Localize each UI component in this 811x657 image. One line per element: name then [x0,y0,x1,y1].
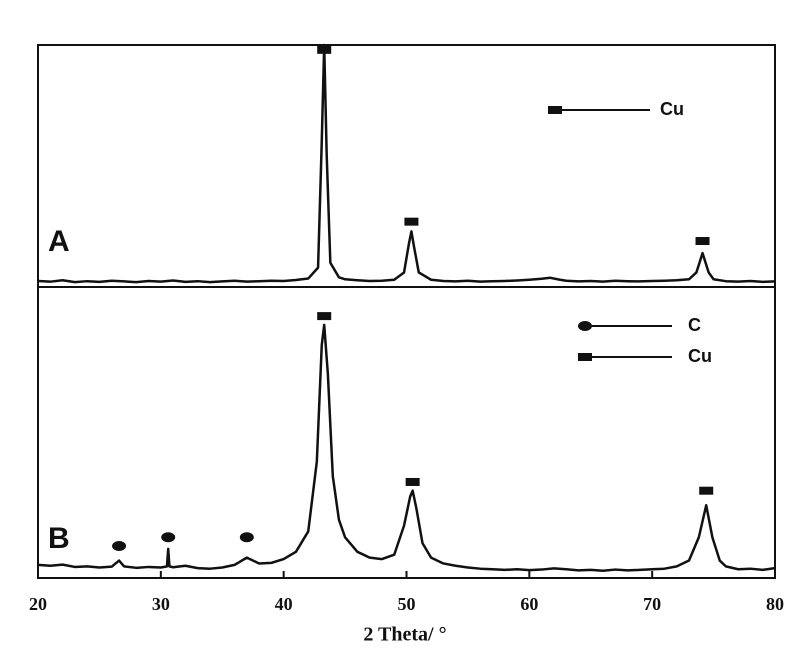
x-tick-label: 80 [766,594,784,614]
peak-marker [404,217,419,226]
legend-symbol [578,353,592,361]
panel-label: A [48,225,70,258]
x-tick-label: 50 [398,594,416,614]
peak-marker [317,312,332,321]
x-tick-label: 70 [643,594,661,614]
legend-label: C [688,315,701,335]
x-tick-label: 40 [275,594,293,614]
peak-marker [161,532,176,543]
peak-marker [699,486,714,495]
xrd-curve [37,323,776,572]
legend-label: Cu [660,99,684,119]
xrd-curve [37,43,776,284]
legend-symbol [578,321,592,331]
plot-frame [37,44,776,579]
peak-marker [317,45,332,54]
panel-label: B [48,522,70,555]
peak-marker [695,237,710,246]
x-axis-label: 2 Theta/ ° [363,624,446,646]
peak-marker [112,540,127,551]
legend-symbol [548,106,562,114]
peak-marker [239,532,254,543]
legend-label: Cu [688,346,712,366]
x-tick-label: 20 [29,594,47,614]
peak-marker [405,477,420,486]
x-tick-label: 60 [520,594,538,614]
x-tick-label: 30 [152,594,170,614]
